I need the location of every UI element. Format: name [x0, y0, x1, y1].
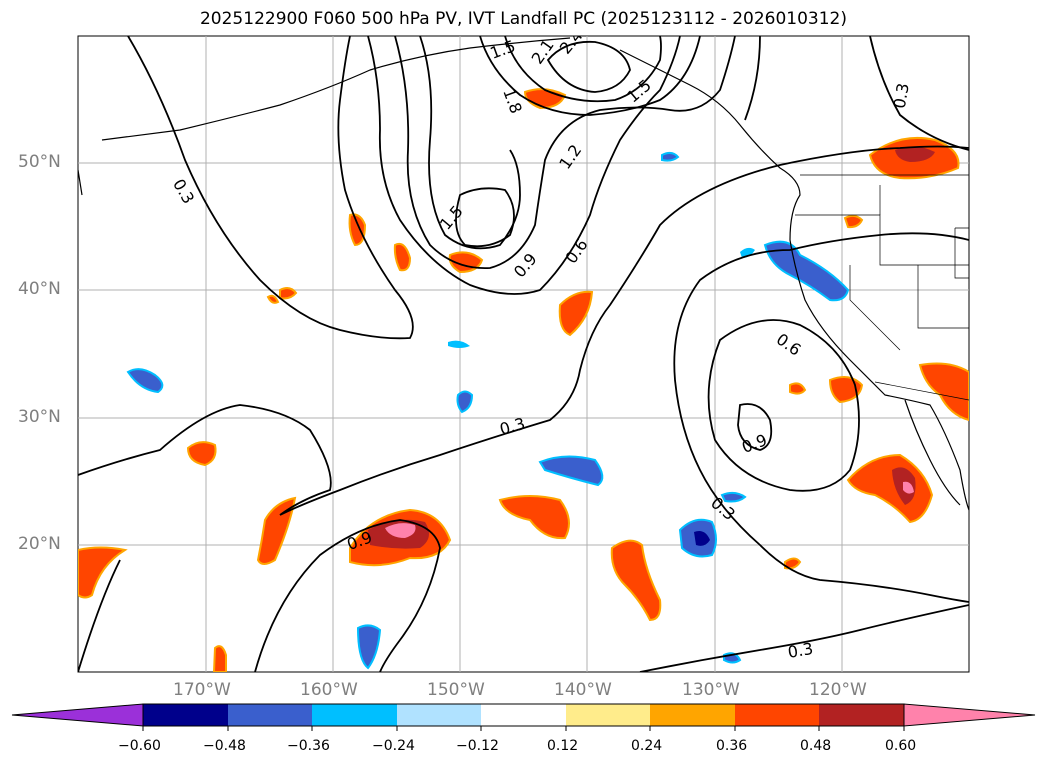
- colorbar-tick: 0.12: [547, 738, 579, 754]
- map-title: 2025122900 F060 500 hPa PV, IVT Landfall…: [199, 9, 847, 29]
- colorbar-extend-high: [903, 703, 1036, 727]
- colorbar-tick: −0.60: [118, 738, 161, 754]
- map-frame: [77, 35, 970, 673]
- colorbar-tick: −0.48: [203, 738, 246, 754]
- colorbar-bin: [735, 704, 819, 726]
- lon-label-160w: 160°W: [300, 680, 358, 700]
- colorbar-bin: [481, 704, 566, 726]
- map-content: 1.5 2.1 2.4 1.8 1.5 1.2 1.5 0.9 0.6 0.3 …: [78, 36, 969, 672]
- lon-label-140w: 140°W: [554, 680, 612, 700]
- colorbar-tick: −0.24: [372, 738, 415, 754]
- colorbar-extend-low: [11, 703, 144, 727]
- colorbar-tick: 0.24: [631, 738, 663, 754]
- colorbar: [11, 703, 1036, 731]
- colorbar-bin: [228, 704, 312, 726]
- colorbar-bin: [819, 704, 904, 726]
- coastlines: [78, 37, 969, 511]
- colorbar-bin: [650, 704, 735, 726]
- colorbar-tick: 0.36: [716, 738, 748, 754]
- colorbar-tick: −0.36: [287, 738, 330, 754]
- lat-label-20n: 20°N: [18, 534, 61, 554]
- contour-label: 0.3: [786, 639, 814, 662]
- lon-label-130w: 130°W: [682, 680, 740, 700]
- lon-label-150w: 150°W: [427, 680, 485, 700]
- colorbar-tick: 0.48: [800, 738, 832, 754]
- colorbar-bin: [397, 704, 481, 726]
- positive-anomaly-shading: [78, 88, 969, 672]
- pv-contours: [78, 36, 969, 672]
- colorbar-tick: −0.12: [456, 738, 499, 754]
- contour-label: 0.3: [890, 82, 913, 110]
- lon-label-170w: 170°W: [173, 680, 231, 700]
- lat-label-50n: 50°N: [18, 152, 61, 172]
- colorbar-bin: [143, 704, 228, 726]
- lat-label-40n: 40°N: [18, 279, 61, 299]
- colorbar-bin: [312, 704, 397, 726]
- state-borders: [795, 174, 969, 401]
- colorbar-tick: 0.60: [885, 738, 917, 754]
- lat-label-30n: 30°N: [18, 407, 61, 427]
- colorbar-bin: [566, 704, 650, 726]
- lon-label-120w: 120°W: [809, 680, 867, 700]
